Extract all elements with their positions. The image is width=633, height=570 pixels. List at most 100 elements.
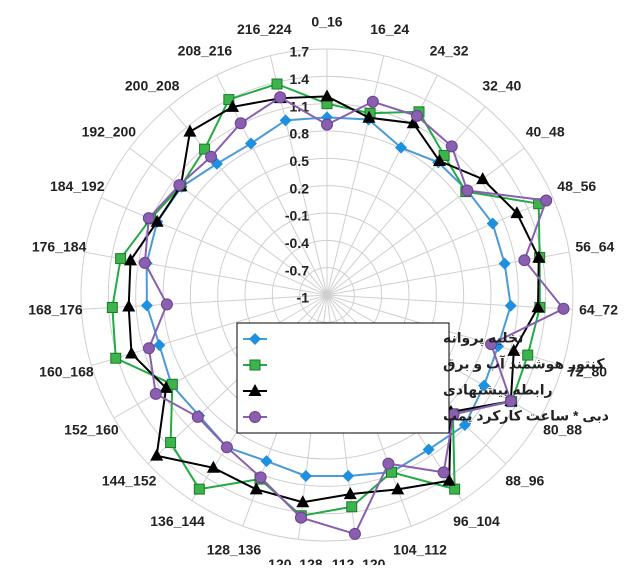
marker (150, 214, 164, 227)
marker (442, 473, 456, 486)
marker (391, 482, 405, 495)
category-label: 168_176 (28, 302, 83, 318)
marker (159, 380, 173, 393)
marker (115, 253, 127, 265)
marker (279, 114, 292, 127)
marker (254, 471, 267, 484)
spoke (81, 294, 328, 310)
marker (260, 455, 273, 468)
marker (486, 217, 499, 230)
legend-label: تخلیه پروانه (443, 330, 523, 347)
marker (249, 359, 261, 371)
series-line (143, 96, 566, 536)
tick-label: -0.1 (285, 208, 309, 224)
marker (557, 302, 570, 315)
category-label: 40_48 (526, 123, 565, 139)
category-label: 184_192 (50, 178, 105, 194)
category-label: 24_32 (430, 43, 469, 59)
marker (205, 150, 218, 163)
marker (532, 250, 546, 263)
marker (348, 527, 361, 540)
marker (220, 441, 233, 454)
category-label: 32_40 (482, 77, 521, 93)
marker (193, 483, 205, 495)
category-label: 72_80 (568, 364, 607, 380)
category-label: 88_96 (505, 472, 544, 488)
marker (321, 118, 333, 131)
marker (342, 469, 355, 482)
marker (320, 89, 334, 102)
marker (461, 184, 474, 197)
marker (244, 137, 257, 150)
category-label: 136_144 (150, 513, 205, 529)
marker (540, 194, 553, 207)
marker (437, 466, 450, 479)
marker (343, 487, 357, 500)
spoke (326, 147, 525, 296)
marker (485, 338, 498, 351)
marker (507, 343, 521, 356)
legend-label: رابطه پیشنهادی (443, 382, 553, 399)
marker (478, 379, 491, 392)
category-label: 104_112 (393, 541, 447, 557)
marker (138, 256, 151, 269)
marker (271, 78, 283, 90)
marker (123, 253, 137, 266)
marker (149, 387, 162, 400)
marker (249, 333, 261, 345)
marker (410, 109, 423, 122)
marker (395, 141, 408, 154)
marker (110, 352, 122, 364)
marker (382, 457, 395, 470)
category-label: 216_224 (237, 21, 292, 37)
marker (106, 302, 118, 314)
tick-label: -0.7 (285, 262, 309, 278)
category-label: 112_120 (332, 556, 386, 565)
legend-label: کنتور هوشمند آب و برق (443, 355, 605, 373)
spoke (326, 55, 385, 296)
marker (140, 299, 153, 312)
category-label: 0_16 (311, 14, 342, 30)
marker (226, 99, 240, 112)
category-label: 208_216 (178, 43, 233, 59)
marker (249, 482, 263, 495)
marker (522, 349, 534, 361)
marker (362, 110, 376, 123)
tick-label: -1 (297, 290, 310, 306)
marker (531, 300, 545, 313)
category-label: 120_128 (268, 556, 323, 565)
marker (165, 437, 177, 449)
marker (510, 206, 524, 219)
category-label: 56_64 (575, 238, 614, 254)
marker (445, 140, 458, 153)
legend-box (236, 322, 450, 434)
marker (142, 212, 155, 225)
marker (199, 143, 211, 155)
category-label: 128_136 (207, 541, 262, 557)
spoke (129, 147, 328, 296)
series-line (127, 95, 540, 504)
spoke (326, 106, 486, 296)
marker (160, 298, 173, 311)
category-label: 152_160 (64, 422, 119, 438)
tick-label: 1.4 (290, 71, 310, 87)
marker (476, 172, 490, 185)
marker (191, 410, 204, 423)
spoke (326, 294, 573, 310)
marker (223, 94, 235, 106)
marker (299, 469, 312, 482)
category-label: 64_72 (579, 302, 618, 318)
category-label: 96_104 (453, 513, 500, 529)
marker (153, 339, 166, 352)
marker (150, 448, 164, 461)
spoke (100, 197, 328, 296)
category-label: 16_24 (370, 21, 409, 37)
marker (122, 299, 136, 312)
category-label: 176_184 (32, 238, 87, 254)
marker (294, 511, 307, 524)
category-label: 200_208 (125, 77, 180, 93)
marker (173, 179, 186, 192)
spoke (168, 106, 328, 296)
tick-label: 1.7 (290, 44, 310, 60)
tick-label: 0.5 (290, 153, 310, 169)
